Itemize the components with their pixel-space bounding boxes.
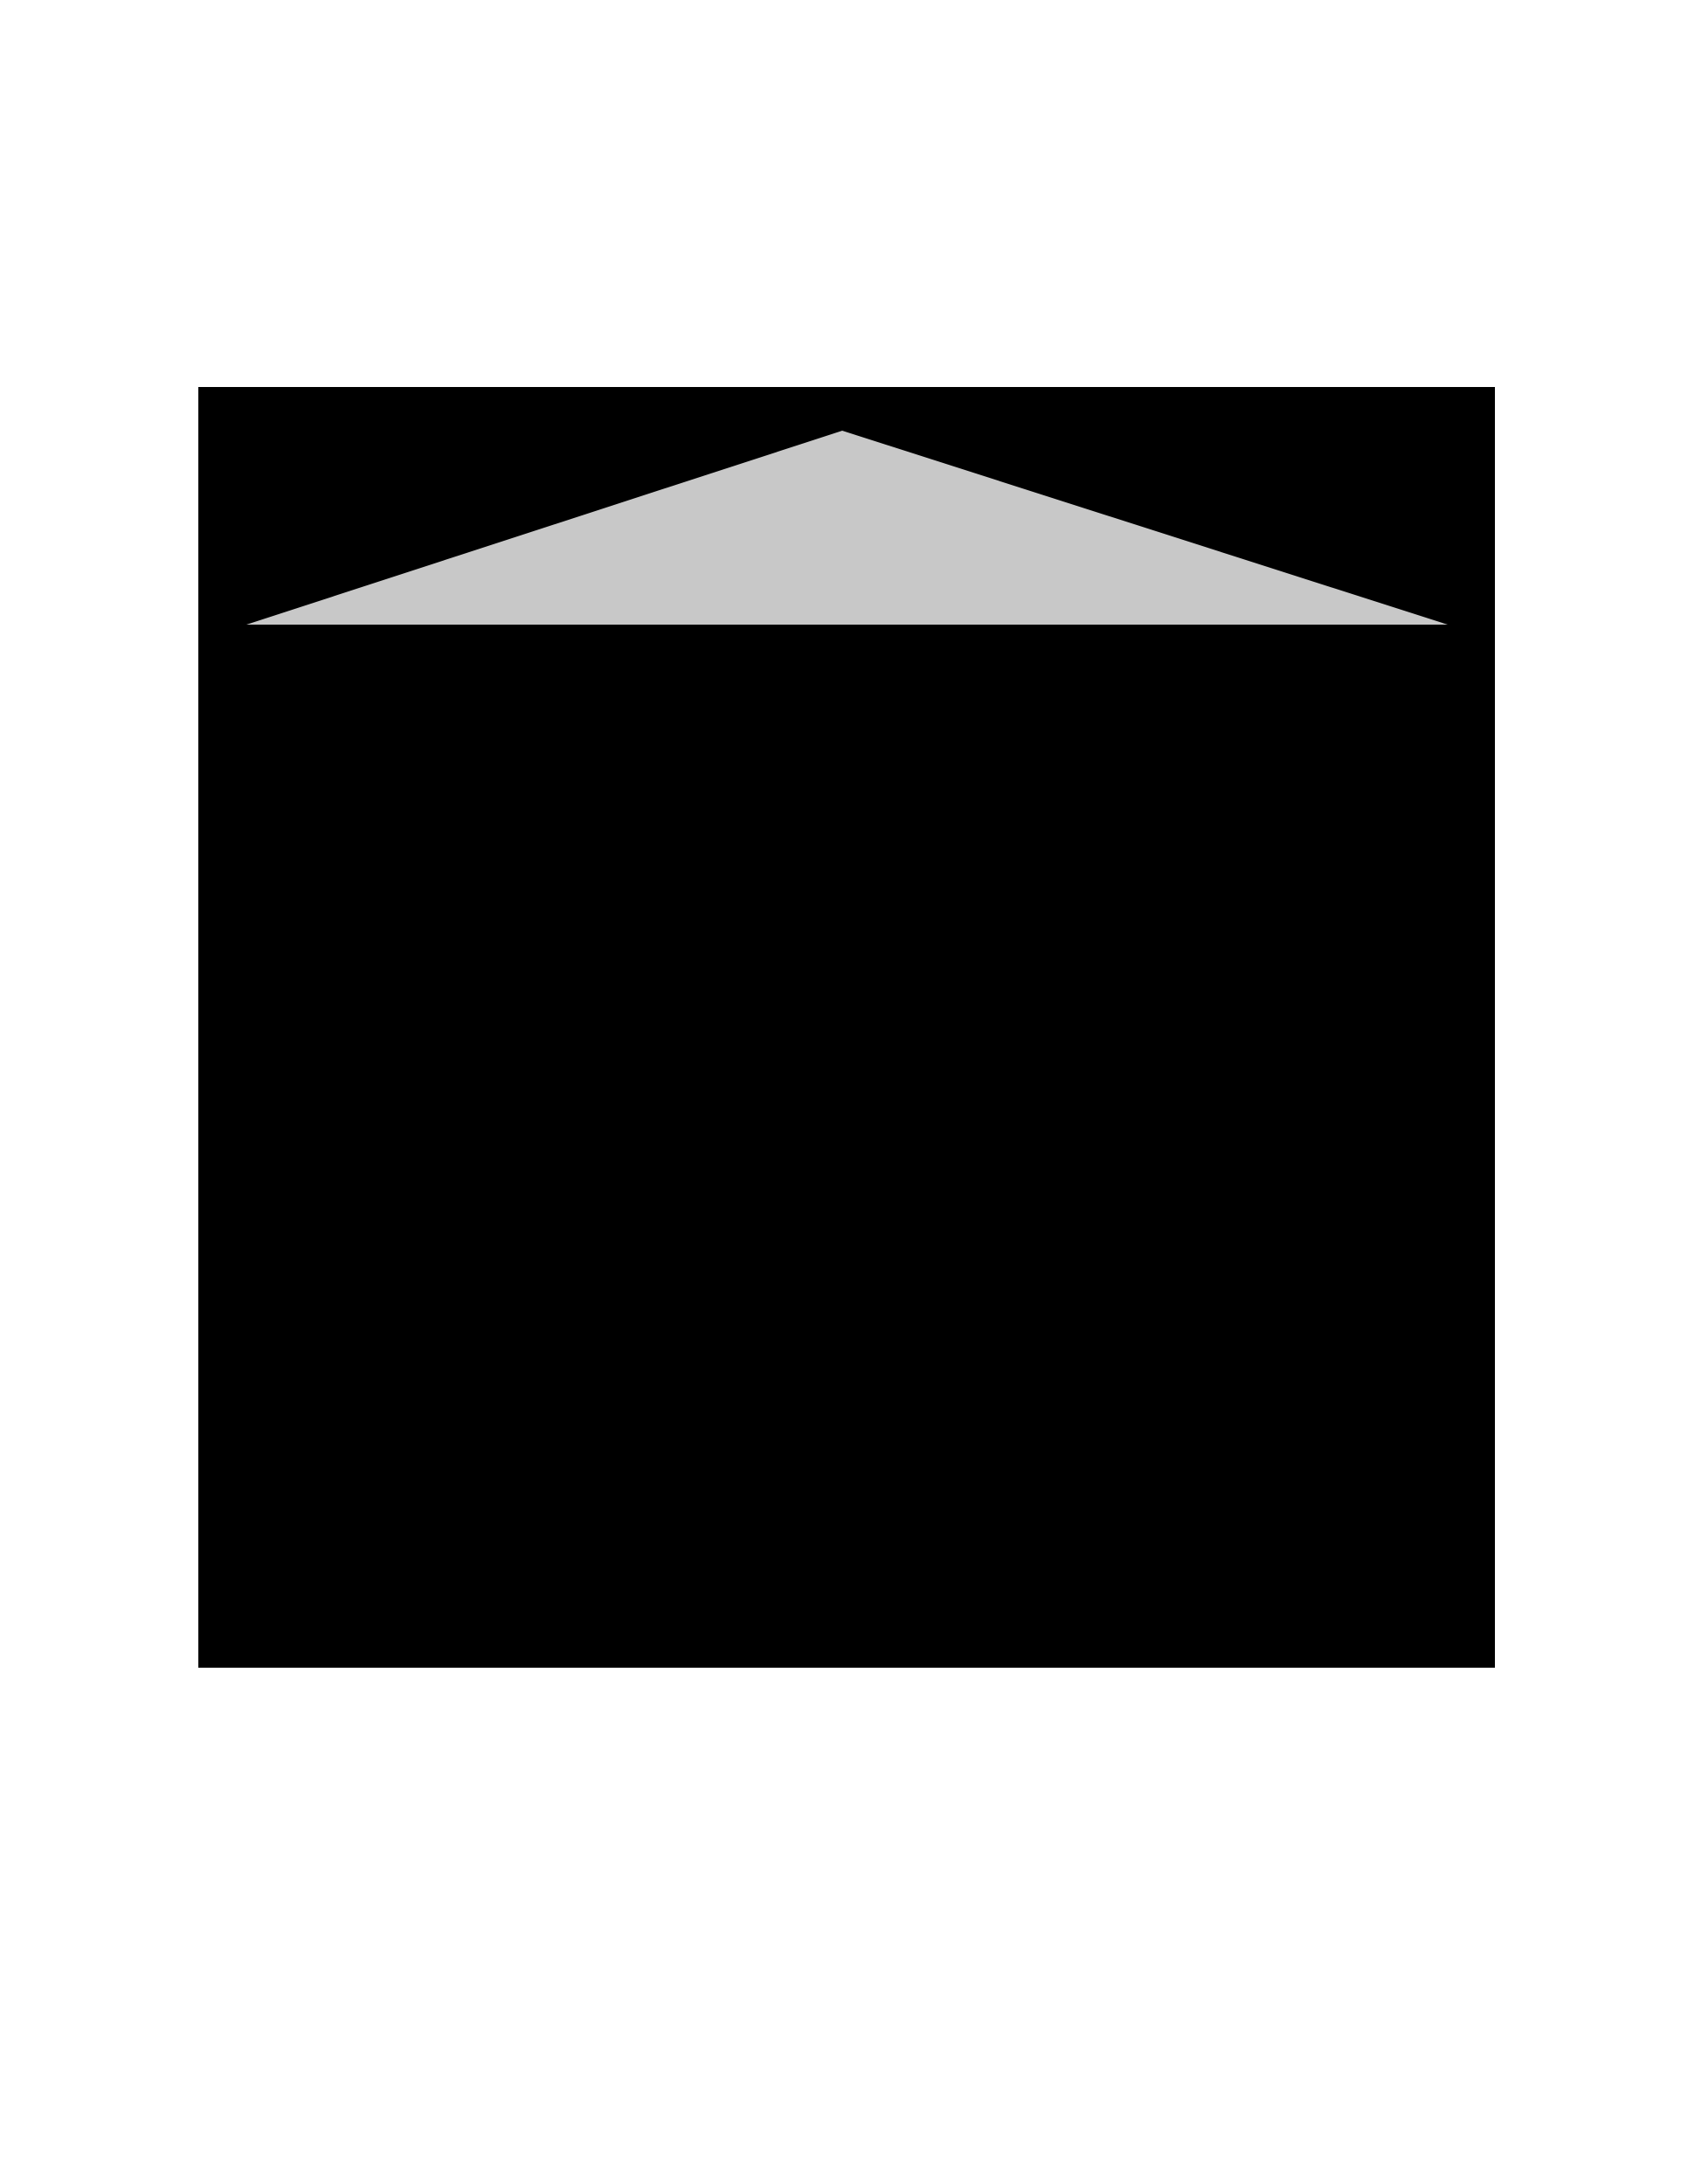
vision-roof-shape (246, 431, 1448, 625)
vision-roof (246, 431, 1448, 625)
strategy-house-diagram (198, 387, 1495, 1668)
